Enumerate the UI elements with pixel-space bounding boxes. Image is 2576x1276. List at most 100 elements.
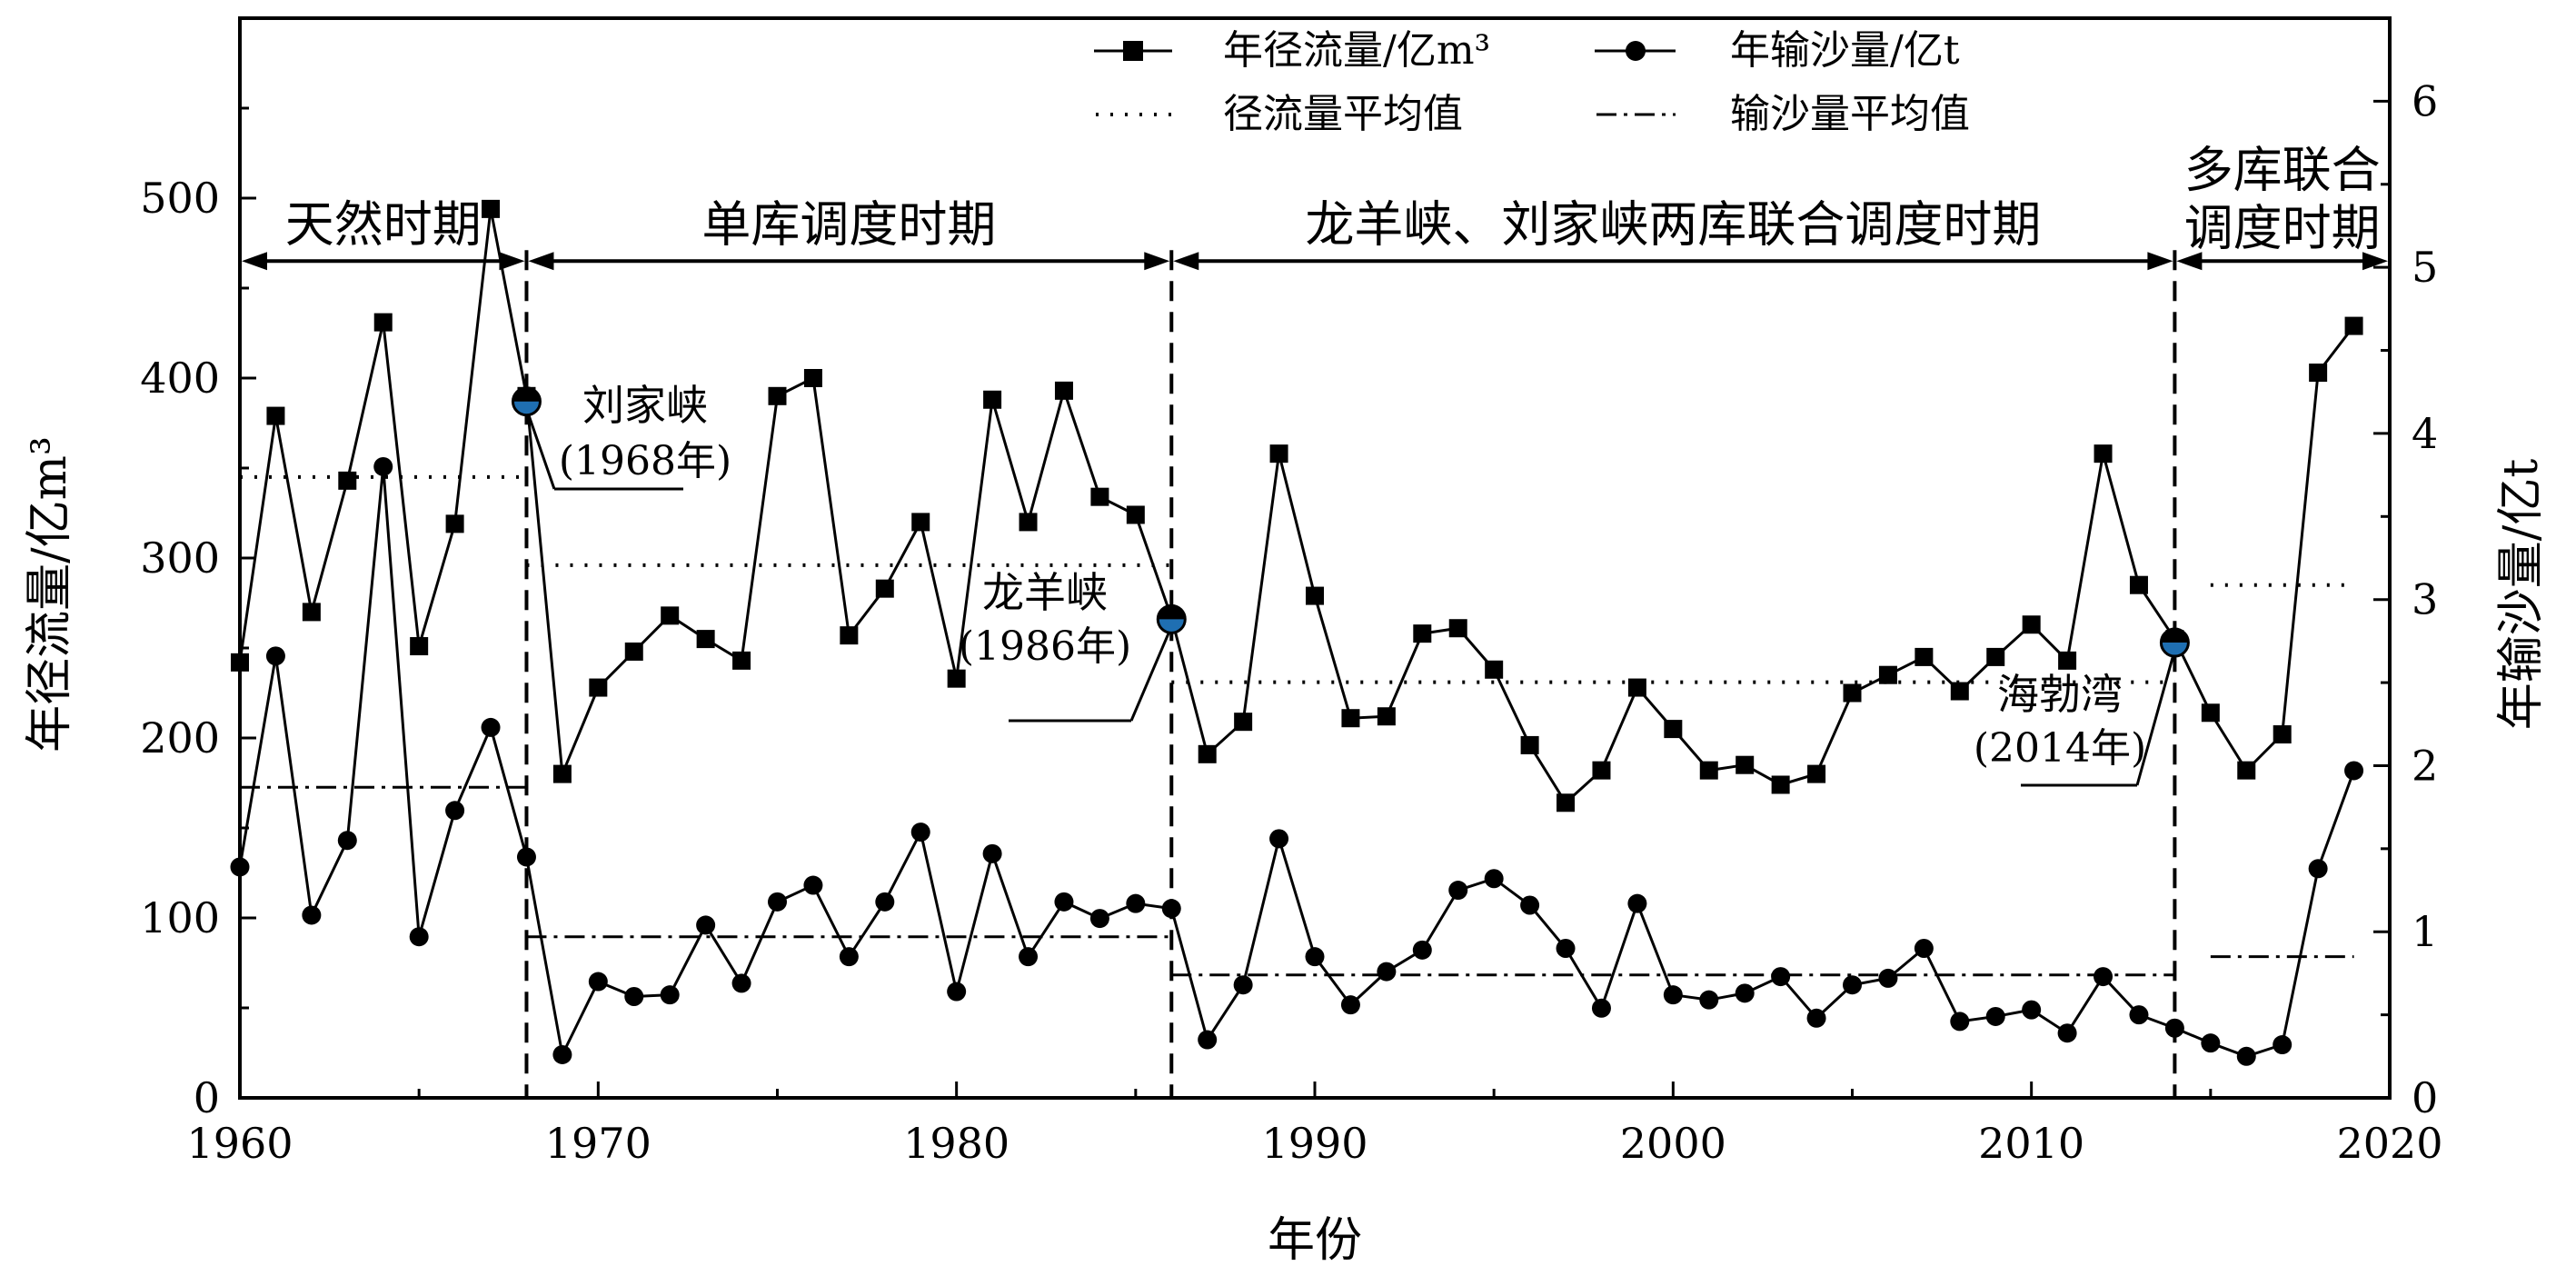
sediment-point [1771,967,1791,987]
sediment-point [803,875,823,895]
period-arrow-head-left [1173,252,1199,271]
period-arrow-head-right [1144,252,1170,271]
sediment-point [1663,985,1683,1005]
sediment-point [1591,998,1611,1018]
reservoir-name: 刘家峡 [582,381,708,430]
y-left-tick-label: 400 [140,354,220,403]
runoff-point [803,369,822,387]
legend-sediment-mean-label: 输沙量平均值 [1730,91,1970,137]
sediment-point [2273,1035,2293,1055]
runoff-point [768,386,787,405]
sediment-point [1520,895,1540,915]
runoff-point [1878,665,1897,684]
period-label-line2: 调度时期 [2184,199,2381,256]
y-right-tick-label: 3 [2412,575,2438,624]
sediment-point [1448,881,1468,901]
runoff-point [2058,651,2077,670]
sediment-point [1699,990,1719,1010]
mean-lines [240,474,2354,977]
reservoir-markers: 刘家峡 (1968年) 龙羊峡 (1986年) 海勃湾 (2014年) [511,381,2190,787]
sediment-point [337,831,357,851]
y-right-tick-label: 5 [2412,243,2438,292]
x-tick-label: 2000 [1620,1119,1726,1168]
runoff-point [1627,678,1646,697]
runoff-point [1448,619,1467,638]
sediment-point [1735,983,1755,1003]
sediment-point [2022,1000,2042,1020]
period-label: 龙羊峡、刘家峡两库联合调度时期 [1305,195,2041,253]
runoff-point [875,579,894,598]
sediment-point [1556,939,1576,959]
runoff-point [947,669,966,688]
reservoir-callout-leader [525,408,556,490]
sediment-point [265,646,285,666]
runoff-point [624,642,643,661]
period-arrow-head-right [2362,252,2388,271]
reservoir-marker-top [1158,605,1186,620]
runoff-point [266,406,285,425]
period-arrow-head-right [499,252,525,271]
sediment-point [1269,829,1289,849]
period-label: 单库调度时期 [701,195,996,253]
legend-sediment-label: 年输沙量/亿t [1730,27,1960,74]
runoff-point [1234,713,1253,732]
runoff-point [1520,735,1539,754]
sediment-point [947,982,967,1002]
runoff-point [696,630,715,649]
reservoir-marker-top [512,387,541,402]
sediment-point [1340,995,1360,1015]
sediment-point [1878,968,1898,988]
legend-runoff-mean-label: 径流量平均值 [1223,91,1463,137]
runoff-point [482,199,501,218]
y-left-tick-label: 100 [140,893,220,942]
y-right-tick-label: 0 [2412,1073,2438,1122]
sediment-point [302,905,322,925]
reservoir-callout-leader [2135,649,2176,786]
sediment-point [1377,962,1397,982]
runoff-point [1557,793,1576,812]
period-arrow-head-right [2147,252,2173,271]
y-left-axis-label: 年径流量/亿m³ [23,436,77,753]
sediment-point [1484,869,1504,889]
period-label: 多库联合 [2184,141,2381,198]
sediment-point [1914,939,1934,959]
runoff-point [2201,703,2220,723]
runoff-point [1306,586,1324,605]
reservoir-name: 龙羊峡 [982,568,1108,617]
sediment-point [660,985,680,1005]
runoff-point [1986,647,2005,666]
runoff-point [2309,364,2328,383]
sediment-point [1627,893,1647,913]
runoff-point [1413,624,1432,643]
sediment-point [731,973,751,993]
y-left-tick-label: 200 [140,713,220,763]
runoff-point [1019,513,1038,532]
runoff-point [1915,647,1934,666]
legend-sediment-symbol [1595,41,1676,61]
sediment-point [2164,1018,2184,1038]
sediment-point [1950,1012,1970,1032]
period-dividers [524,250,2177,1098]
sediment-point [2308,859,2328,879]
runoff-point [1054,381,1073,400]
sediment-point [373,456,393,476]
runoff-point [589,678,608,697]
reservoir-year: (1986年) [959,623,1131,670]
runoff-point [1664,720,1683,739]
y-left-tick-label: 0 [194,1073,220,1122]
runoff-point [840,626,859,645]
runoff-point [410,637,429,656]
sediment-point [516,847,536,867]
runoff-point [552,764,572,783]
sediment-point [2344,761,2364,781]
sediment-point [1806,1008,1826,1028]
sediment-point [768,892,787,912]
runoff-point [373,313,393,332]
runoff-point [2237,761,2256,780]
period-arrow-head-left [242,252,267,271]
runoff-point [911,513,930,532]
sediment-point [624,987,644,1007]
runoff-point [2094,444,2113,464]
